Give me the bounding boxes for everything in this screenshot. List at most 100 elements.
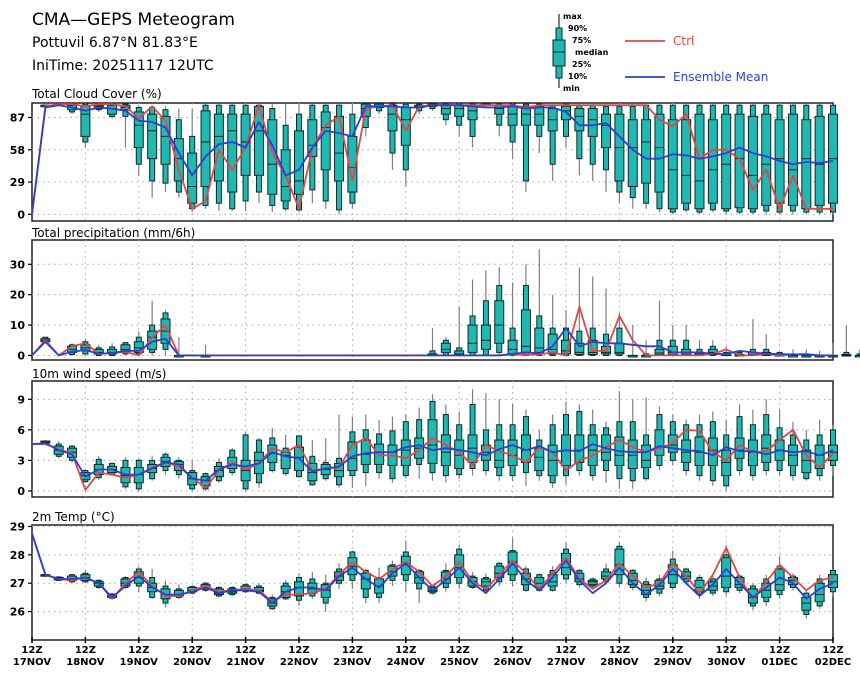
box-p25-p75 bbox=[654, 429, 665, 456]
box-p25-p75 bbox=[801, 449, 812, 474]
box-plot bbox=[320, 104, 331, 209]
box-p25-p75 bbox=[801, 596, 812, 611]
box-plot bbox=[133, 105, 144, 176]
y-tick-label: 29 bbox=[10, 176, 25, 189]
box-p25-p75 bbox=[828, 444, 838, 461]
box-p25-p75 bbox=[681, 119, 692, 204]
box-p25-p75 bbox=[694, 113, 705, 210]
box-p25-p75 bbox=[400, 439, 411, 466]
box-plot bbox=[854, 349, 860, 358]
box-p25-p75 bbox=[601, 113, 612, 149]
box-plot bbox=[801, 104, 812, 215]
legend: max 90% 75% median 25% 10% min Ctrl Ense… bbox=[552, 12, 768, 93]
y-tick-label: 0 bbox=[17, 485, 25, 498]
x-tick-label-date: 26NOV bbox=[493, 657, 532, 668]
box-plot bbox=[761, 399, 772, 476]
box-p25-p75 bbox=[534, 327, 545, 353]
x-tick-label-time: 12Z bbox=[75, 645, 96, 656]
x-tick-label-time: 12Z bbox=[555, 645, 576, 656]
box-plot bbox=[240, 431, 251, 491]
box-p25-p75 bbox=[440, 571, 451, 584]
legend-ctrl-label: Ctrl bbox=[673, 34, 694, 48]
x-tick-label-time: 12Z bbox=[769, 645, 790, 656]
box-plot bbox=[667, 104, 678, 215]
box-plot bbox=[681, 104, 692, 213]
box-plot bbox=[814, 104, 825, 215]
panel-cloud: 0 29 58 87 bbox=[10, 102, 838, 222]
x-tick-label-time: 12Z bbox=[21, 645, 42, 656]
y-tick-label: 87 bbox=[10, 111, 25, 124]
chart-title: CMA—GEPS Meteogram bbox=[32, 10, 235, 30]
box-p25-p75 bbox=[200, 110, 211, 187]
box-plot bbox=[707, 104, 718, 213]
x-tick-label-time: 12Z bbox=[288, 645, 309, 656]
box-plot bbox=[721, 544, 732, 596]
box-plot bbox=[320, 437, 331, 481]
box-plot bbox=[574, 104, 585, 176]
box-plot bbox=[614, 104, 625, 204]
box-p25-p75 bbox=[761, 434, 772, 463]
box-plot bbox=[601, 104, 612, 193]
panel-title-precip: Total precipitation (mm/6h) bbox=[31, 226, 195, 240]
box-p25-p75 bbox=[721, 113, 732, 210]
x-tick-label-date: 02DEC bbox=[815, 657, 851, 668]
y-tick-label: 26 bbox=[10, 606, 26, 619]
box-plot bbox=[294, 104, 304, 213]
legend-min: min bbox=[563, 84, 580, 93]
box-plot bbox=[440, 337, 451, 356]
location-label: Pottuvil 6.87°N 81.83°E bbox=[32, 35, 198, 51]
box-p25-p75 bbox=[721, 449, 732, 477]
box-p25-p75 bbox=[494, 439, 505, 468]
y-tick-label: 3 bbox=[17, 454, 25, 467]
box-p25-p75 bbox=[480, 578, 491, 587]
box-plot bbox=[414, 407, 425, 479]
y-tick-label: 10 bbox=[10, 319, 26, 332]
box-plot bbox=[828, 104, 838, 215]
y-tick-label: 9 bbox=[17, 393, 25, 406]
box-p25-p75 bbox=[654, 113, 665, 193]
box-p10-p90 bbox=[522, 103, 529, 182]
legend-p75: 75% bbox=[572, 36, 591, 45]
box-plot bbox=[654, 406, 665, 471]
init-time-label: IniTime: 20251117 12UTC bbox=[32, 58, 214, 74]
x-tick-label-date: 17NOV bbox=[13, 657, 52, 668]
legend-p90: 90% bbox=[568, 24, 587, 33]
box-p25-p75 bbox=[133, 111, 144, 149]
y-tick-label: 30 bbox=[10, 258, 26, 271]
box-p25-p75 bbox=[654, 348, 665, 356]
box-p25-p75 bbox=[614, 548, 625, 576]
box-plot bbox=[614, 312, 625, 356]
box-plot bbox=[534, 103, 545, 154]
box-p25-p75 bbox=[574, 108, 585, 132]
box-plot bbox=[120, 341, 131, 356]
box-p25-p75 bbox=[747, 588, 758, 604]
y-tick-label: 58 bbox=[10, 144, 25, 157]
box-p25-p75 bbox=[440, 434, 451, 466]
box-plot bbox=[454, 103, 465, 137]
x-tick-label-time: 12Z bbox=[822, 645, 843, 656]
box-plot bbox=[334, 414, 345, 488]
legend-box-icon bbox=[552, 14, 566, 88]
ctrl-line bbox=[31, 533, 834, 603]
box-plot bbox=[507, 103, 518, 159]
box-p25-p75 bbox=[147, 113, 158, 160]
box-plot bbox=[480, 573, 491, 594]
box-p25-p75 bbox=[707, 119, 718, 204]
box-plot bbox=[520, 103, 531, 193]
ensemble-mean-line bbox=[31, 104, 834, 215]
box-plot bbox=[734, 404, 745, 476]
box-p25-p75 bbox=[440, 104, 451, 115]
legend-p25: 25% bbox=[572, 60, 591, 69]
box-p25-p75 bbox=[587, 108, 598, 137]
box-p25-p75 bbox=[547, 333, 558, 355]
x-tick-label-time: 12Z bbox=[662, 645, 683, 656]
ensemble-mean-line bbox=[31, 533, 834, 604]
box-p25-p75 bbox=[814, 115, 825, 206]
x-tick-label-time: 12Z bbox=[716, 645, 737, 656]
x-tick-label-date: 30NOV bbox=[707, 657, 746, 668]
panel-wind: 0 3 6 9 bbox=[17, 380, 838, 498]
box-plot bbox=[400, 103, 411, 187]
x-tick-label-date: 22NOV bbox=[280, 657, 319, 668]
box-plot bbox=[587, 577, 598, 588]
